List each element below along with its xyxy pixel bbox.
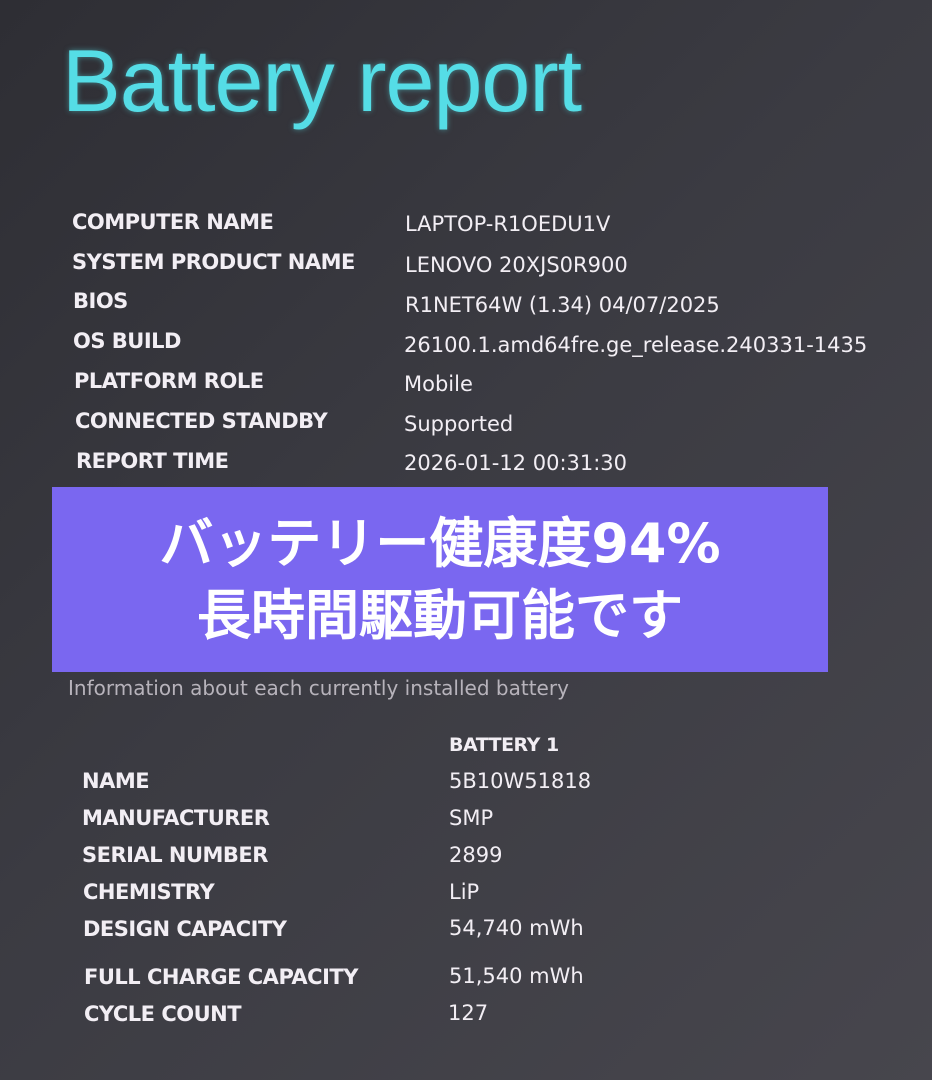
value-platform-role: Mobile — [404, 372, 473, 396]
label-report-time: REPORT TIME — [76, 449, 229, 473]
overlay-line-1: バッテリー健康度94% — [159, 511, 721, 575]
label-chemistry: CHEMISTRY — [83, 880, 215, 904]
label-full-charge-capacity: FULL CHARGE CAPACITY — [84, 965, 358, 989]
value-report-time: 2026-01-12 00:31:30 — [404, 451, 628, 475]
label-computer-name: COMPUTER NAME — [72, 210, 274, 234]
page-title: Battery report — [62, 31, 582, 130]
value-computer-name: LAPTOP-R1OEDU1V — [405, 212, 611, 236]
value-manufacturer: SMP — [449, 806, 494, 830]
label-platform-role: PLATFORM ROLE — [74, 369, 264, 393]
value-connected-standby: Supported — [404, 412, 514, 436]
overlay-line-2: 長時間駆動可能です — [197, 583, 683, 647]
value-os-build: 26100.1.amd64fre.ge_release.240331-1435 — [404, 333, 868, 357]
value-name: 5B10W51818 — [449, 769, 592, 793]
value-bios: R1NET64W (1.34) 04/07/2025 — [405, 293, 720, 317]
value-serial-number: 2899 — [449, 843, 503, 867]
label-system-product-name: SYSTEM PRODUCT NAME — [72, 250, 355, 274]
label-os-build: OS BUILD — [73, 329, 181, 353]
battery-column-header: BATTERY 1 — [449, 734, 559, 756]
label-cycle-count: CYCLE COUNT — [84, 1002, 242, 1026]
promo-overlay-banner: バッテリー健康度94% 長時間駆動可能です — [52, 487, 828, 672]
label-name: NAME — [82, 769, 150, 793]
value-full-charge-capacity: 51,540 mWh — [449, 964, 584, 988]
label-connected-standby: CONNECTED STANDBY — [75, 409, 328, 433]
label-bios: BIOS — [73, 289, 128, 313]
label-manufacturer: MANUFACTURER — [82, 806, 270, 830]
label-design-capacity: DESIGN CAPACITY — [83, 917, 287, 941]
value-chemistry: LiP — [449, 880, 480, 904]
label-serial-number: SERIAL NUMBER — [82, 843, 268, 867]
value-design-capacity: 54,740 mWh — [449, 916, 584, 940]
installed-batteries-description: Information about each currently install… — [68, 676, 569, 700]
value-system-product-name: LENOVO 20XJS0R900 — [405, 253, 628, 277]
value-cycle-count: 127 — [448, 1001, 489, 1025]
